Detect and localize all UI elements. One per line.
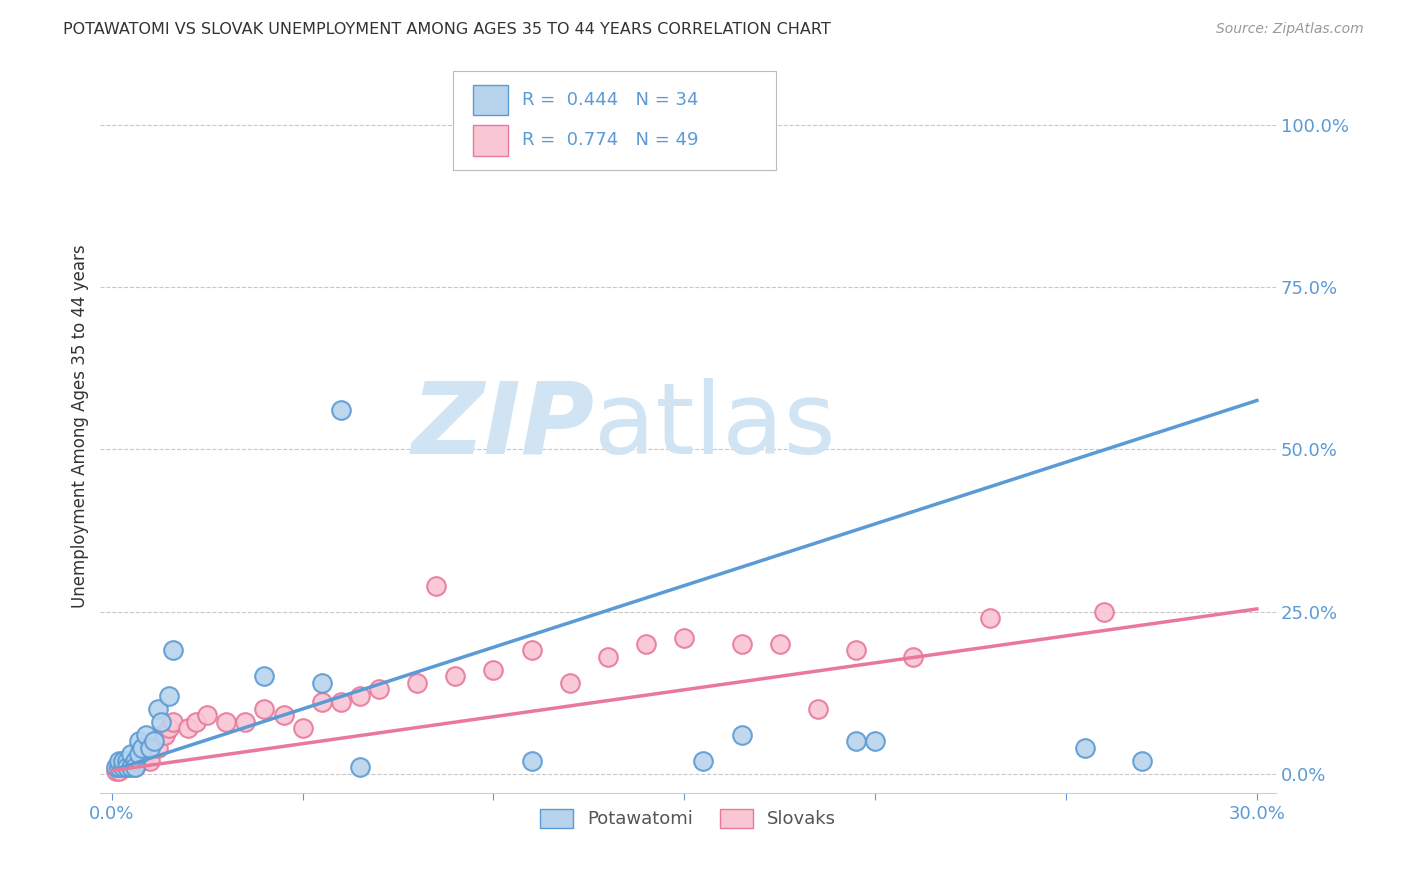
Point: [128, 747, 150, 762]
Point: [150, 714, 173, 729]
Point: [108, 760, 131, 774]
Point: [807, 702, 830, 716]
Text: POTAWATOMI VS SLOVAK UNEMPLOYMENT AMONG AGES 35 TO 44 YEARS CORRELATION CHART: POTAWATOMI VS SLOVAK UNEMPLOYMENT AMONG …: [63, 22, 831, 37]
FancyBboxPatch shape: [472, 85, 509, 115]
Point: [112, 754, 135, 768]
Point: [845, 734, 868, 748]
Point: [253, 702, 276, 716]
Point: [425, 578, 447, 592]
Point: [177, 722, 200, 736]
Point: [128, 734, 150, 748]
Point: [135, 747, 157, 762]
Point: [124, 754, 146, 768]
Point: [368, 682, 391, 697]
Point: [128, 747, 150, 762]
Point: [845, 643, 868, 657]
Point: [692, 754, 714, 768]
Point: [673, 631, 696, 645]
Point: [162, 643, 184, 657]
Point: [1092, 605, 1115, 619]
Point: [162, 714, 184, 729]
Point: [273, 708, 295, 723]
Point: [215, 714, 238, 729]
Point: [863, 734, 886, 748]
Point: [115, 760, 138, 774]
Text: Source: ZipAtlas.com: Source: ZipAtlas.com: [1216, 22, 1364, 37]
Point: [120, 760, 142, 774]
Point: [329, 403, 352, 417]
Point: [146, 740, 169, 755]
Point: [184, 714, 207, 729]
Point: [596, 650, 619, 665]
Point: [157, 722, 180, 736]
Point: [253, 669, 276, 683]
Point: [142, 734, 165, 748]
Point: [142, 734, 165, 748]
Point: [155, 728, 177, 742]
Point: [406, 676, 429, 690]
Point: [120, 754, 142, 768]
Point: [311, 676, 333, 690]
Point: [730, 728, 752, 742]
Point: [108, 764, 131, 778]
Point: [108, 760, 131, 774]
Point: [636, 637, 658, 651]
Point: [1130, 754, 1153, 768]
Legend: Potawatomi, Slovaks: Potawatomi, Slovaks: [533, 801, 844, 836]
Point: [139, 740, 162, 755]
Point: [329, 695, 352, 709]
Text: atlas: atlas: [595, 378, 835, 475]
Point: [139, 754, 162, 768]
Point: [115, 754, 138, 768]
Point: [146, 702, 169, 716]
Point: [558, 676, 581, 690]
Text: ZIP: ZIP: [411, 378, 595, 475]
Point: [769, 637, 792, 651]
Point: [112, 760, 135, 774]
Point: [349, 760, 371, 774]
Point: [131, 740, 153, 755]
Text: R =  0.444   N = 34: R = 0.444 N = 34: [523, 91, 699, 109]
Point: [139, 740, 162, 755]
Point: [311, 695, 333, 709]
Point: [115, 760, 138, 774]
Point: [131, 754, 153, 768]
Point: [520, 643, 543, 657]
Point: [482, 663, 505, 677]
Point: [235, 714, 257, 729]
Point: [349, 689, 371, 703]
Point: [903, 650, 925, 665]
Point: [1074, 740, 1097, 755]
Point: [979, 611, 1001, 625]
Point: [124, 760, 146, 774]
Text: R =  0.774   N = 49: R = 0.774 N = 49: [523, 131, 699, 149]
FancyBboxPatch shape: [472, 125, 509, 156]
Point: [124, 760, 146, 774]
Point: [150, 728, 173, 742]
Point: [115, 754, 138, 768]
Point: [108, 754, 131, 768]
Point: [104, 764, 127, 778]
Point: [112, 754, 135, 768]
Point: [444, 669, 467, 683]
Point: [135, 728, 157, 742]
FancyBboxPatch shape: [453, 70, 776, 169]
Point: [596, 118, 619, 132]
Point: [120, 747, 142, 762]
Point: [520, 754, 543, 768]
Point: [157, 689, 180, 703]
Point: [730, 637, 752, 651]
Y-axis label: Unemployment Among Ages 35 to 44 years: Unemployment Among Ages 35 to 44 years: [72, 244, 89, 608]
Point: [112, 760, 135, 774]
Point: [636, 118, 658, 132]
Point: [124, 754, 146, 768]
Point: [104, 760, 127, 774]
Point: [291, 722, 314, 736]
Point: [195, 708, 218, 723]
